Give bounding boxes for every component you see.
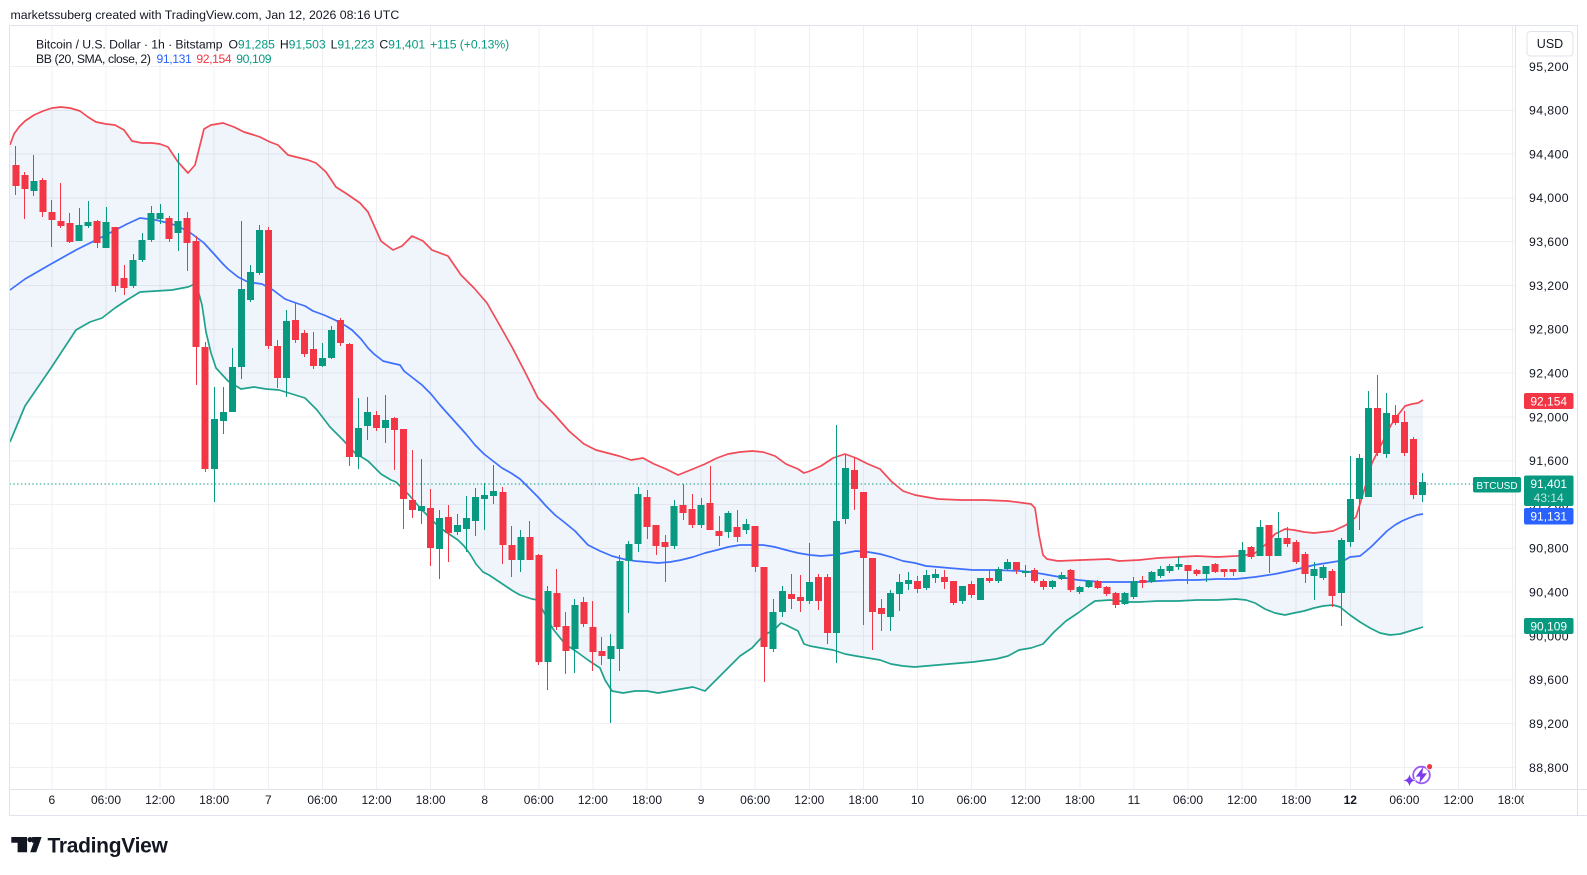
svg-text:12:00: 12:00 [145, 793, 175, 807]
svg-text:12:00: 12:00 [1443, 793, 1473, 807]
svg-text:89,600: 89,600 [1529, 673, 1569, 687]
svg-text:90,400: 90,400 [1529, 586, 1569, 600]
svg-text:12:00: 12:00 [1227, 793, 1257, 807]
svg-text:18:00: 18:00 [848, 793, 878, 807]
svg-text:94,400: 94,400 [1529, 147, 1569, 161]
svg-text:18:00: 18:00 [632, 793, 662, 807]
svg-text:91,600: 91,600 [1529, 454, 1569, 468]
svg-text:8: 8 [481, 793, 488, 807]
svg-text:92,800: 92,800 [1529, 323, 1569, 337]
svg-text:12: 12 [1344, 793, 1358, 807]
svg-text:6: 6 [49, 793, 56, 807]
svg-text:10: 10 [911, 793, 925, 807]
svg-text:95,200: 95,200 [1529, 60, 1569, 74]
svg-text:marketssuberg created with Tra: marketssuberg created with TradingView.c… [11, 8, 400, 22]
svg-text:92,400: 92,400 [1529, 367, 1569, 381]
svg-text:90,800: 90,800 [1529, 542, 1569, 556]
svg-text:92,154: 92,154 [1530, 394, 1567, 408]
svg-text:06:00: 06:00 [1173, 793, 1203, 807]
svg-text:7: 7 [265, 793, 272, 807]
svg-text:06:00: 06:00 [957, 793, 987, 807]
svg-text:18:00: 18:00 [416, 793, 446, 807]
svg-text:90,109: 90,109 [1530, 619, 1567, 633]
svg-text:12:00: 12:00 [361, 793, 391, 807]
svg-text:USD: USD [1537, 37, 1563, 51]
svg-text:12:00: 12:00 [578, 793, 608, 807]
svg-text:92,000: 92,000 [1529, 410, 1569, 424]
svg-text:94,800: 94,800 [1529, 104, 1569, 118]
svg-text:06:00: 06:00 [524, 793, 554, 807]
svg-text:43:14: 43:14 [1534, 491, 1564, 505]
svg-text:88,800: 88,800 [1529, 761, 1569, 775]
svg-text:93,200: 93,200 [1529, 279, 1569, 293]
svg-text:12:00: 12:00 [1011, 793, 1041, 807]
svg-text:06:00: 06:00 [740, 793, 770, 807]
svg-text:91,131: 91,131 [1530, 510, 1567, 524]
svg-text:91,401: 91,401 [1530, 477, 1567, 491]
svg-text:06:00: 06:00 [307, 793, 337, 807]
svg-text:9: 9 [698, 793, 705, 807]
svg-text:89,200: 89,200 [1529, 717, 1569, 731]
svg-text:06:00: 06:00 [1389, 793, 1419, 807]
svg-text:12:00: 12:00 [794, 793, 824, 807]
svg-text:Bitcoin / U.S. Dollar · 1h · B: Bitcoin / U.S. Dollar · 1h · Bitstamp O91… [36, 38, 509, 52]
svg-text:93,600: 93,600 [1529, 235, 1569, 249]
svg-text:18:00: 18:00 [199, 793, 229, 807]
svg-text:06:00: 06:00 [91, 793, 121, 807]
svg-text:18:00: 18:00 [1281, 793, 1311, 807]
svg-text:18:00: 18:00 [1065, 793, 1095, 807]
svg-text:BTCUSD: BTCUSD [1476, 481, 1517, 492]
svg-text:11: 11 [1128, 793, 1141, 807]
svg-text:TradingView: TradingView [48, 835, 169, 858]
svg-text:18:00: 18:00 [1498, 793, 1528, 807]
svg-text:94,000: 94,000 [1529, 191, 1569, 205]
